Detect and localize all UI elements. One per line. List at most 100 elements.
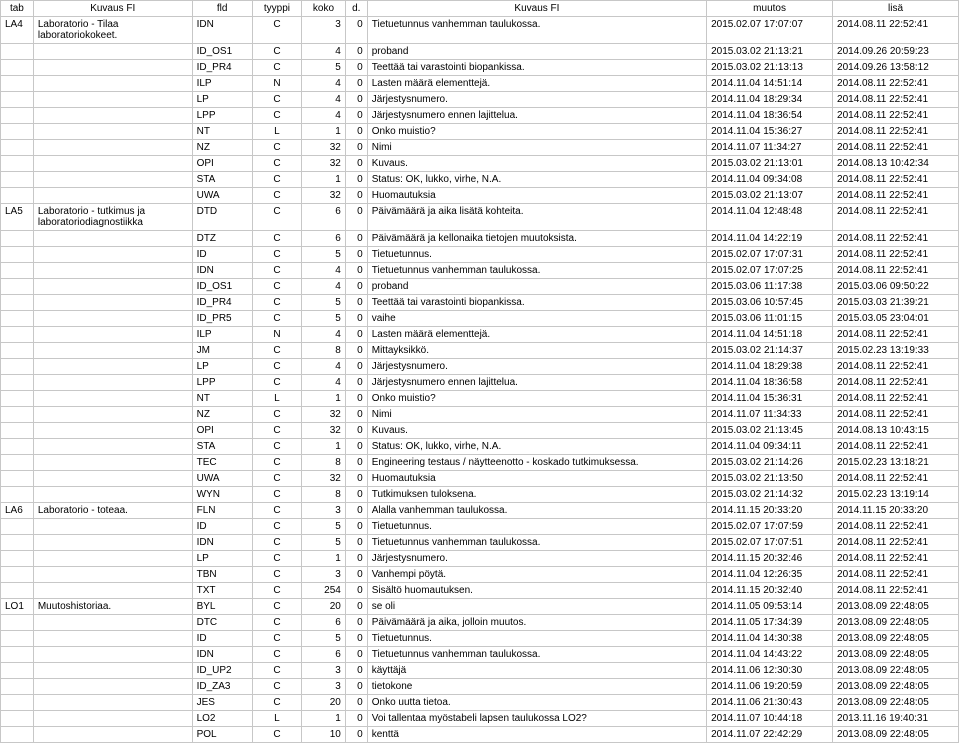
cell xyxy=(1,423,34,439)
cell xyxy=(1,551,34,567)
cell: 2014.11.04 09:34:11 xyxy=(707,439,833,455)
cell: proband xyxy=(367,44,706,60)
cell: 0 xyxy=(345,647,367,663)
cell: BYL xyxy=(192,599,252,615)
cell xyxy=(33,567,192,583)
cell: LPP xyxy=(192,375,252,391)
cell: ID_UP2 xyxy=(192,663,252,679)
cell: 0 xyxy=(345,156,367,172)
cell: JM xyxy=(192,343,252,359)
cell: 2013.08.09 22:48:05 xyxy=(833,679,959,695)
cell xyxy=(33,343,192,359)
cell xyxy=(1,647,34,663)
cell: 2014.11.04 12:26:35 xyxy=(707,567,833,583)
cell: UWA xyxy=(192,188,252,204)
cell: Kuvaus. xyxy=(367,156,706,172)
cell: 6 xyxy=(302,204,346,231)
cell: NZ xyxy=(192,140,252,156)
table-row: LPPC40Järjestysnumero ennen lajittelua.2… xyxy=(1,108,959,124)
cell xyxy=(33,471,192,487)
cell: 2015.03.02 21:13:01 xyxy=(707,156,833,172)
table-row: JMC80Mittayksikkö.2015.03.02 21:14:37201… xyxy=(1,343,959,359)
cell: IDN xyxy=(192,17,252,44)
cell: C xyxy=(252,231,301,247)
cell: 0 xyxy=(345,631,367,647)
cell: 2014.11.04 14:30:38 xyxy=(707,631,833,647)
cell xyxy=(1,519,34,535)
table-row: JESC200Onko uutta tietoa.2014.11.06 21:3… xyxy=(1,695,959,711)
cell: LP xyxy=(192,551,252,567)
cell xyxy=(1,535,34,551)
cell xyxy=(33,124,192,140)
cell: 0 xyxy=(345,423,367,439)
cell xyxy=(33,711,192,727)
table-row: STAC10Status: OK, lukko, virhe, N.A.2014… xyxy=(1,439,959,455)
cell: C xyxy=(252,188,301,204)
cell: Kuvaus. xyxy=(367,423,706,439)
cell: 2014.11.07 11:34:33 xyxy=(707,407,833,423)
cell: 2015.03.02 21:13:45 xyxy=(707,423,833,439)
cell: C xyxy=(252,204,301,231)
cell: 0 xyxy=(345,455,367,471)
cell: Sisältö huomautuksen. xyxy=(367,583,706,599)
cell: 32 xyxy=(302,188,346,204)
table-row: ID_PR4C50Teettää tai varastointi biopank… xyxy=(1,60,959,76)
cell: 2014.08.11 22:52:41 xyxy=(833,231,959,247)
cell xyxy=(33,407,192,423)
cell xyxy=(33,311,192,327)
cell: C xyxy=(252,487,301,503)
cell: 2014.11.07 11:34:27 xyxy=(707,140,833,156)
cell: C xyxy=(252,60,301,76)
cell: 2015.02.07 17:07:25 xyxy=(707,263,833,279)
table-row: IDC50Tietuetunnus.2015.02.07 17:07:31201… xyxy=(1,247,959,263)
cell: WYN xyxy=(192,487,252,503)
cell xyxy=(1,615,34,631)
cell: 2014.08.11 22:52:41 xyxy=(833,535,959,551)
cell: 2013.08.09 22:48:05 xyxy=(833,615,959,631)
cell: 0 xyxy=(345,391,367,407)
cell: 2014.09.26 13:58:12 xyxy=(833,60,959,76)
cell xyxy=(33,172,192,188)
cell: ID_OS1 xyxy=(192,279,252,295)
cell xyxy=(33,108,192,124)
cell: Status: OK, lukko, virhe, N.A. xyxy=(367,172,706,188)
cell: se oli xyxy=(367,599,706,615)
cell: Järjestysnumero ennen lajittelua. xyxy=(367,108,706,124)
cell: 2015.03.02 21:13:50 xyxy=(707,471,833,487)
cell: 2014.08.11 22:52:41 xyxy=(833,359,959,375)
cell: 0 xyxy=(345,279,367,295)
cell: IDN xyxy=(192,535,252,551)
cell: C xyxy=(252,615,301,631)
cell xyxy=(1,92,34,108)
cell: 2014.11.04 14:51:18 xyxy=(707,327,833,343)
cell xyxy=(1,172,34,188)
cell: 1 xyxy=(302,172,346,188)
table-row: IDNC40Tietuetunnus vanhemman taulukossa.… xyxy=(1,263,959,279)
cell: 2014.08.11 22:52:41 xyxy=(833,76,959,92)
cell: 0 xyxy=(345,599,367,615)
cell xyxy=(1,327,34,343)
cell: 4 xyxy=(302,263,346,279)
cell: 0 xyxy=(345,188,367,204)
cell xyxy=(1,375,34,391)
cell: C xyxy=(252,279,301,295)
cell: Nimi xyxy=(367,407,706,423)
cell: 0 xyxy=(345,375,367,391)
cell: Voi tallentaa myöstabeli lapsen taulukos… xyxy=(367,711,706,727)
cell: 2014.11.04 18:29:34 xyxy=(707,92,833,108)
table-row: ID_PR5C50vaihe2015.03.06 11:01:152015.03… xyxy=(1,311,959,327)
cell xyxy=(33,423,192,439)
cell: C xyxy=(252,343,301,359)
cell: C xyxy=(252,455,301,471)
cell xyxy=(1,44,34,60)
cell xyxy=(1,60,34,76)
table-row: TECC80Engineering testaus / näytteenotto… xyxy=(1,455,959,471)
cell xyxy=(33,44,192,60)
cell: Huomautuksia xyxy=(367,188,706,204)
cell: 2014.11.04 09:34:08 xyxy=(707,172,833,188)
cell: 0 xyxy=(345,311,367,327)
cell: 2014.11.04 18:29:38 xyxy=(707,359,833,375)
table-row: LPC40Järjestysnumero.2014.11.04 18:29:34… xyxy=(1,92,959,108)
cell: 0 xyxy=(345,60,367,76)
col-d: d. xyxy=(345,1,367,17)
